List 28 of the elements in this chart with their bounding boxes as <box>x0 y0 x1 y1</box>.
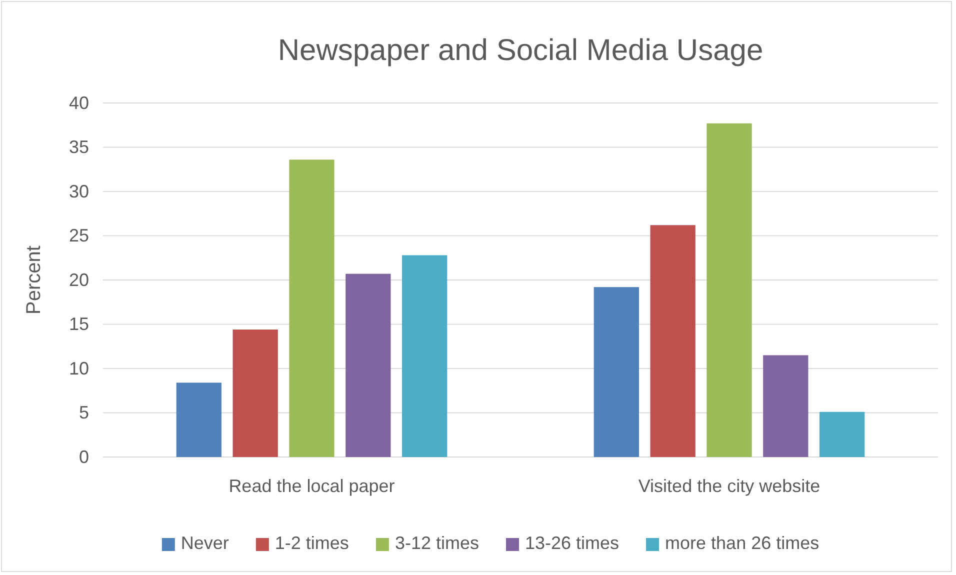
bar <box>763 355 808 457</box>
bar <box>346 274 391 457</box>
y-tick-label: 5 <box>78 402 89 423</box>
y-tick-label: 0 <box>78 446 89 467</box>
y-tick-label: 40 <box>68 92 89 113</box>
y-tick-label: 35 <box>68 137 89 158</box>
y-tick-label: 30 <box>68 181 89 202</box>
legend-label: 13-26 times <box>524 533 620 553</box>
y-tick-label: 20 <box>68 270 89 290</box>
legend-label: 3-12 times <box>394 533 479 553</box>
y-axis-title: Percent <box>23 245 45 314</box>
legend-label: more than 26 times <box>665 533 820 553</box>
bar <box>402 255 448 457</box>
bar <box>820 412 865 457</box>
chart-title: Newspaper and Social Media Usage <box>278 34 764 67</box>
bar <box>232 330 278 457</box>
bar <box>706 123 752 457</box>
y-tick-label: 15 <box>68 314 89 334</box>
x-tick-label: Read the local paper <box>228 476 395 496</box>
bar <box>650 225 696 457</box>
bar <box>176 382 222 457</box>
legend-label: Never <box>180 533 229 553</box>
bar <box>289 160 334 457</box>
y-tick-label: 25 <box>68 226 89 246</box>
legend-label: 1-2 times <box>274 533 349 553</box>
bar <box>594 287 639 457</box>
y-tick-label: 10 <box>68 358 89 378</box>
x-tick-label: Visited the city website <box>638 476 820 496</box>
